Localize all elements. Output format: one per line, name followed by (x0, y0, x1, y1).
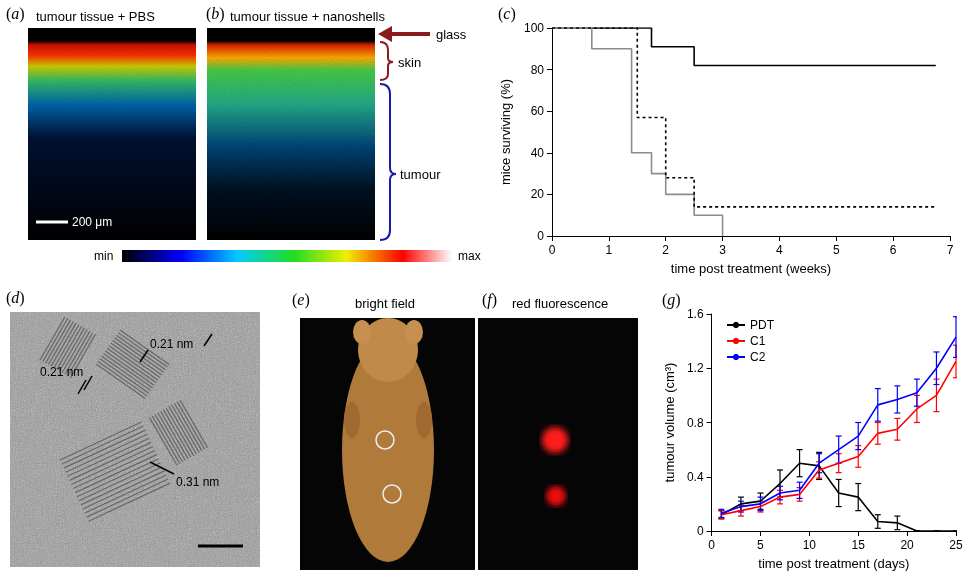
svg-text:7: 7 (947, 243, 954, 257)
html-text:0.21 nm: 0.21 nm (150, 337, 194, 351)
svg-text:5: 5 (757, 538, 764, 552)
html-text:200 μm: 200 μm (72, 215, 113, 229)
svg-text:1: 1 (606, 243, 613, 257)
svg-text:0.8: 0.8 (687, 416, 704, 430)
html-text:bright field: bright field (355, 296, 415, 311)
html-text:(a): (a) (6, 5, 25, 22)
svg-text:80: 80 (531, 63, 545, 77)
svg-text:40: 40 (531, 146, 545, 160)
svg-text:20: 20 (900, 538, 914, 552)
html-text:(e): (e) (292, 291, 310, 308)
svg-text:time post treatment (weeks): time post treatment (weeks) (671, 261, 831, 276)
html-text:(g): (g) (662, 291, 681, 308)
svg-text:tumour volume (cm³): tumour volume (cm³) (662, 363, 677, 483)
svg-text:5: 5 (833, 243, 840, 257)
html-text:min: min (94, 249, 114, 263)
svg-text:C2: C2 (750, 350, 766, 364)
svg-text:0: 0 (697, 524, 704, 538)
html-text:glass: glass (436, 27, 467, 42)
svg-text:0: 0 (537, 229, 544, 243)
svg-text:6: 6 (890, 243, 897, 257)
svg-text:0: 0 (549, 243, 556, 257)
html-text:red fluorescence: red fluorescence (512, 296, 609, 311)
html-text:0.31 nm: 0.31 nm (176, 475, 220, 489)
html-text:(c): (c) (498, 5, 516, 22)
html-text:0.21 nm: 0.21 nm (40, 365, 84, 379)
svg-text:4: 4 (776, 243, 783, 257)
svg-text:15: 15 (852, 538, 866, 552)
svg-text:60: 60 (531, 104, 545, 118)
svg-text:20: 20 (531, 187, 545, 201)
svg-text:10: 10 (803, 538, 817, 552)
svg-text:3: 3 (719, 243, 726, 257)
svg-text:PDT: PDT (750, 318, 775, 332)
svg-text:mice surviving (%): mice surviving (%) (498, 79, 513, 185)
html-text:skin: skin (398, 55, 422, 70)
html-text:(b) tumour tissue + nanoshells: (b) tumour tissue + nanoshells (206, 5, 385, 24)
html-text:tumour tissue + PBS: tumour tissue + PBS (36, 9, 155, 24)
svg-text:25: 25 (949, 538, 963, 552)
svg-text:0.4: 0.4 (687, 470, 704, 484)
svg-text:time post treatment (days): time post treatment (days) (758, 556, 909, 571)
svg-text:100: 100 (524, 21, 544, 35)
svg-text:C1: C1 (750, 334, 766, 348)
html-text:(d): (d) (6, 289, 25, 306)
svg-text:1.6: 1.6 (687, 307, 704, 321)
svg-text:2: 2 (662, 243, 669, 257)
html-text:max: max (458, 249, 481, 263)
svg-text:0: 0 (708, 538, 715, 552)
html-text:(f): (f) (482, 291, 498, 308)
html-text:tumour: tumour (400, 167, 441, 182)
svg-text:1.2: 1.2 (687, 361, 704, 375)
